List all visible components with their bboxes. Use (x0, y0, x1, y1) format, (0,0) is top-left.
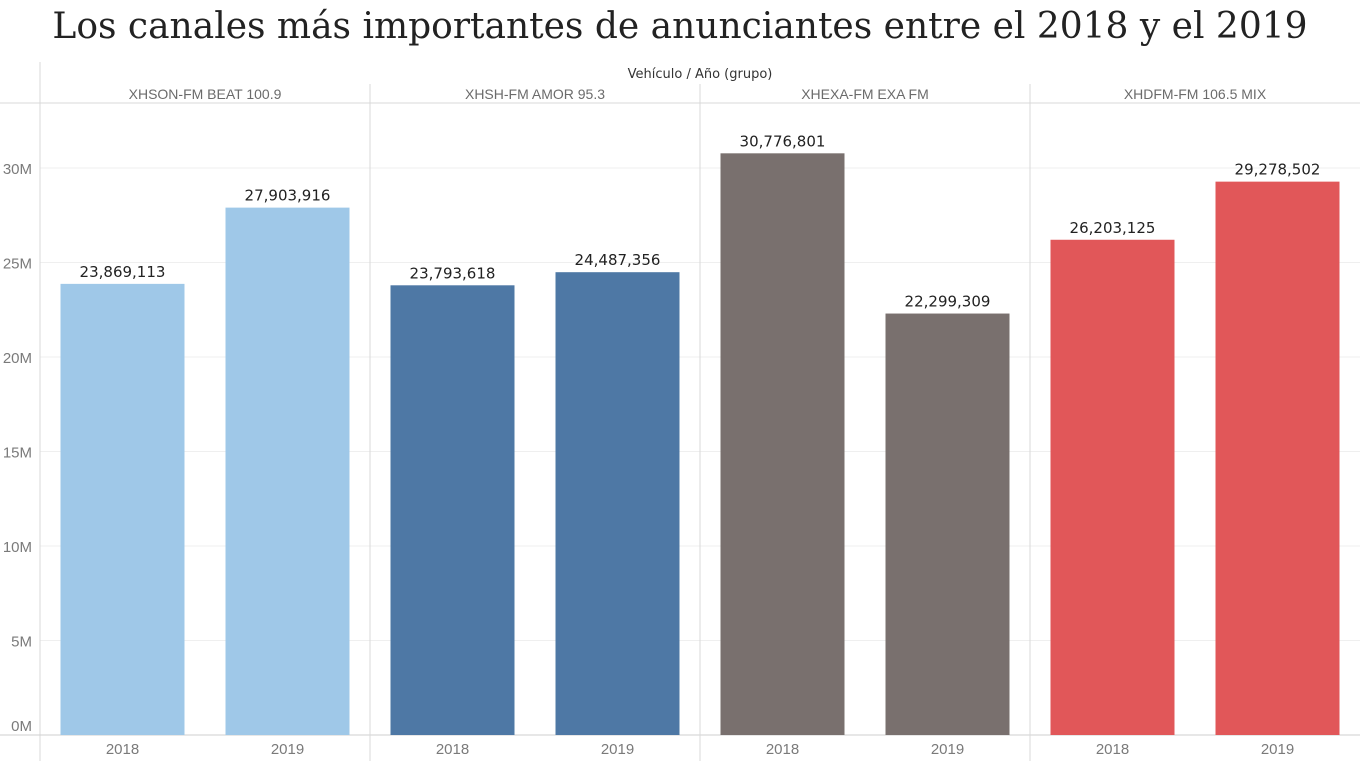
chart-title: Los canales más importantes de anunciant… (52, 6, 1308, 47)
x-tick-label: 2019 (601, 741, 634, 758)
bar (225, 207, 350, 736)
y-tick-label: 10M (3, 539, 32, 556)
data-label: 29,278,502 (1235, 161, 1321, 179)
bar (1215, 181, 1340, 736)
bar (555, 272, 680, 735)
x-tick-label: 2018 (106, 741, 139, 758)
y-tick-label: 0M (11, 718, 32, 735)
data-label: 30,776,801 (740, 132, 826, 150)
y-tick-label: 15M (3, 445, 32, 462)
data-label: 22,299,309 (905, 293, 991, 311)
group-label: XHEXA-FM EXA FM (801, 86, 929, 102)
data-label: 26,203,125 (1070, 219, 1156, 237)
data-label: 23,793,618 (410, 264, 496, 282)
data-label: 23,869,113 (80, 263, 166, 281)
bar (60, 283, 185, 735)
x-tick-label: 2018 (766, 741, 799, 758)
x-tick-label: 2019 (931, 741, 964, 758)
data-label: 27,903,916 (245, 187, 331, 205)
x-tick-label: 2019 (1261, 741, 1294, 758)
group-label: XHSH-FM AMOR 95.3 (465, 86, 605, 102)
x-tick-label: 2019 (271, 741, 304, 758)
x-tick-label: 2018 (1096, 741, 1129, 758)
group-label: XHDFM-FM 106.5 MIX (1124, 86, 1267, 102)
header-label: Vehículo / Año (grupo) (628, 67, 773, 82)
y-tick-label: 30M (3, 161, 32, 178)
bar (885, 313, 1010, 735)
bar (390, 285, 515, 735)
bar (720, 153, 845, 735)
bar (1050, 239, 1175, 736)
group-label: XHSON-FM BEAT 100.9 (129, 86, 282, 102)
data-label: 24,487,356 (575, 251, 661, 269)
y-tick-label: 20M (3, 350, 32, 367)
y-tick-label: 5M (11, 634, 32, 651)
y-tick-label: 25M (3, 256, 32, 273)
x-tick-label: 2018 (436, 741, 469, 758)
